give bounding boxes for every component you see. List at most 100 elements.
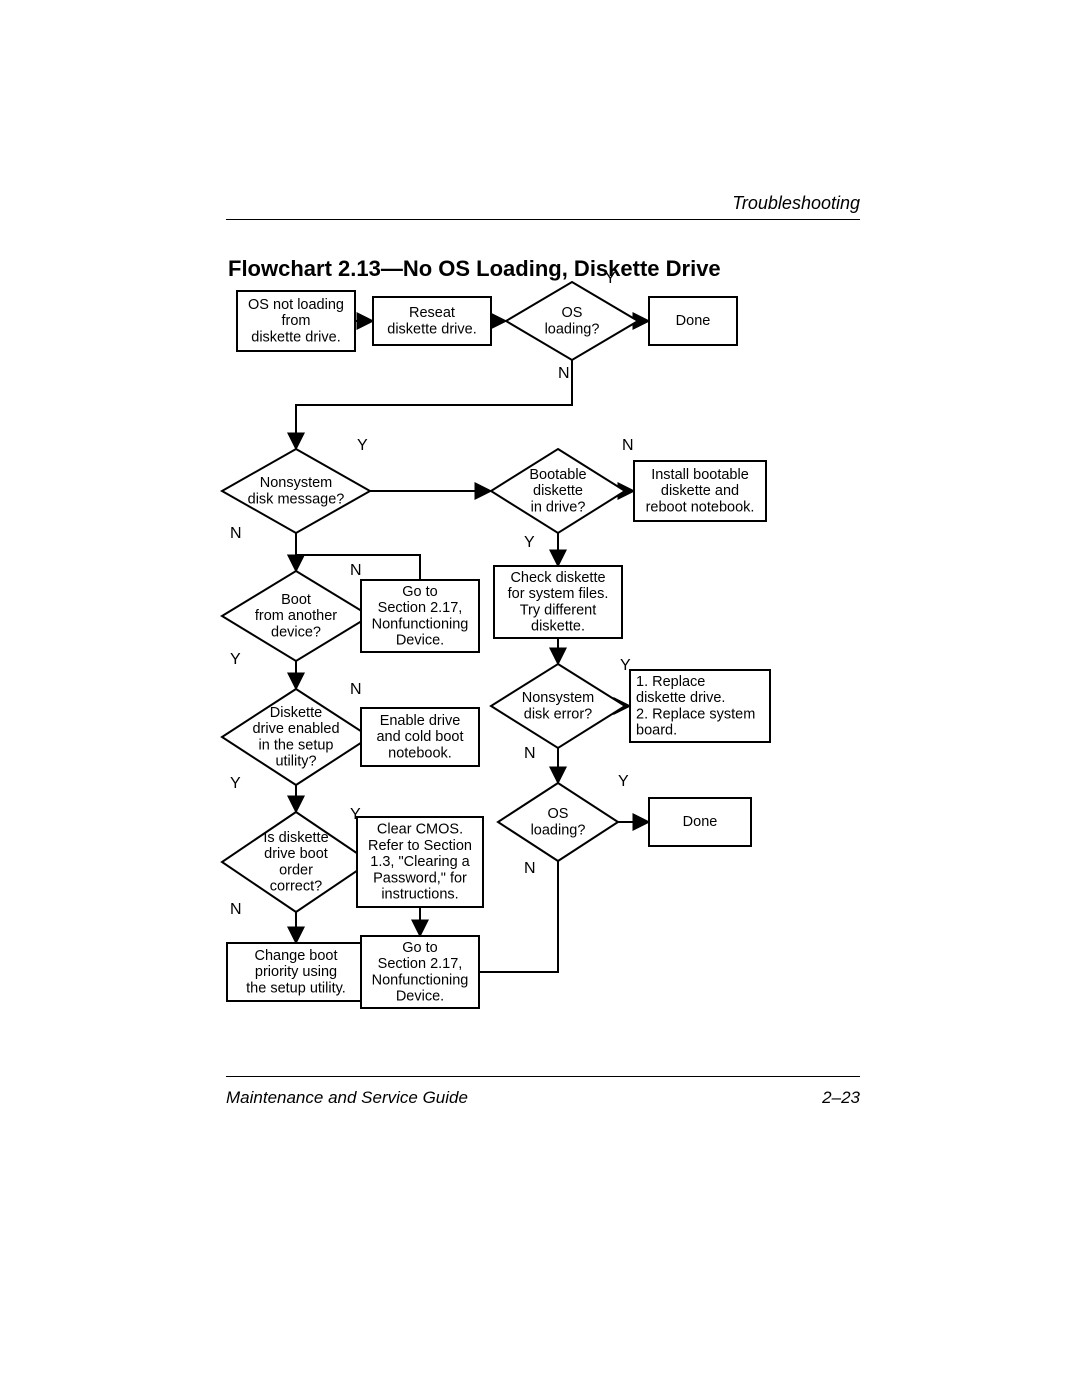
svg-text:in the setup: in the setup (259, 737, 334, 753)
svg-text:OS: OS (548, 806, 569, 822)
svg-text:Check diskette: Check diskette (510, 570, 605, 586)
svg-text:Reseat: Reseat (409, 305, 455, 321)
svg-text:order: order (279, 862, 313, 878)
svg-text:and cold boot: and cold boot (376, 729, 463, 745)
svg-text:diskette drive.: diskette drive. (251, 329, 340, 345)
svg-text:Enable drive: Enable drive (380, 713, 461, 729)
svg-text:Done: Done (683, 814, 718, 830)
svg-text:instructions.: instructions. (381, 887, 458, 903)
svg-text:diskette.: diskette. (531, 619, 585, 635)
node-d_boot: Bootablediskettein drive? (491, 449, 625, 533)
svg-text:Nonsystem: Nonsystem (260, 475, 333, 491)
svg-text:Nonsystem: Nonsystem (522, 690, 595, 706)
svg-text:Go to: Go to (402, 584, 437, 600)
edge-label: Y (230, 775, 241, 792)
node-reseat: Reseatdiskette drive. (373, 297, 491, 345)
svg-text:priority using: priority using (255, 964, 337, 980)
svg-text:1.3, "Clearing a: 1.3, "Clearing a (370, 854, 470, 870)
svg-text:disk message?: disk message? (248, 491, 345, 507)
svg-text:Nonfunctioning: Nonfunctioning (372, 616, 469, 632)
svg-text:Password," for: Password," for (373, 870, 467, 886)
svg-text:Device.: Device. (396, 989, 444, 1005)
edge-label: N (230, 901, 242, 918)
svg-text:device?: device? (271, 624, 321, 640)
svg-text:Nonfunctioning: Nonfunctioning (372, 972, 469, 988)
svg-text:Clear CMOS.: Clear CMOS. (377, 822, 463, 838)
edge-d_os1 (296, 360, 572, 449)
svg-text:Change boot: Change boot (254, 948, 337, 964)
node-d_os1: OSloading? (506, 282, 638, 360)
edge-label: N (350, 562, 362, 579)
edge-label: Y (620, 657, 631, 674)
svg-text:Section 2.17,: Section 2.17, (378, 600, 463, 616)
page-footer-number: 2–23 (822, 1088, 860, 1108)
svg-text:Bootable: Bootable (529, 467, 586, 483)
svg-text:utility?: utility? (275, 754, 316, 770)
svg-text:loading?: loading? (531, 822, 586, 838)
svg-text:Refer to Section: Refer to Section (368, 838, 472, 854)
svg-text:Boot: Boot (281, 592, 311, 608)
edge-label: Y (350, 806, 361, 823)
svg-text:from: from (282, 313, 311, 329)
svg-text:1. Replace: 1. Replace (636, 674, 705, 690)
svg-text:board.: board. (636, 723, 677, 739)
svg-text:Device.: Device. (396, 633, 444, 649)
page-footer-guide: Maintenance and Service Guide (226, 1088, 468, 1108)
page: Troubleshooting Flowchart 2.13—No OS Loa… (0, 0, 1080, 1397)
node-enable: Enable driveand cold bootnotebook. (361, 708, 479, 766)
rule-bottom (226, 1076, 860, 1077)
svg-text:correct?: correct? (270, 879, 322, 895)
svg-text:OS: OS (562, 305, 583, 321)
node-install: Install bootablediskette andreboot noteb… (634, 461, 766, 521)
svg-text:from another: from another (255, 608, 337, 624)
node-done1: Done (649, 297, 737, 345)
svg-text:diskette drive.: diskette drive. (387, 321, 476, 337)
svg-text:diskette drive.: diskette drive. (636, 690, 725, 706)
svg-text:reboot notebook.: reboot notebook. (646, 499, 755, 515)
node-d_nserr: Nonsystemdisk error? (491, 664, 625, 748)
edge-label: N (350, 681, 362, 698)
svg-text:2. Replace system: 2. Replace system (636, 706, 755, 722)
node-d_os2: OSloading? (498, 783, 618, 861)
svg-text:Is diskette: Is diskette (263, 830, 328, 846)
svg-text:Install bootable: Install bootable (651, 467, 749, 483)
svg-text:for system files.: for system files. (508, 586, 609, 602)
svg-text:OS not loading: OS not loading (248, 297, 344, 313)
node-done2: Done (649, 798, 751, 846)
edge-label: N (558, 365, 570, 382)
svg-text:notebook.: notebook. (388, 745, 452, 761)
edge-label: N (524, 745, 536, 762)
node-check: Check diskettefor system files.Try diffe… (494, 566, 622, 638)
svg-text:drive boot: drive boot (264, 846, 328, 862)
svg-text:diskette: diskette (533, 483, 583, 499)
edge-label: Y (230, 651, 241, 668)
svg-text:diskette and: diskette and (661, 483, 739, 499)
svg-text:in drive?: in drive? (531, 499, 586, 515)
edge-label: Y (357, 437, 368, 454)
edge-label: N (622, 437, 634, 454)
edge-label: Y (605, 270, 616, 287)
node-d_bdev: Bootfrom anotherdevice? (222, 571, 370, 661)
svg-text:Done: Done (676, 313, 711, 329)
svg-text:Section 2.17,: Section 2.17, (378, 956, 463, 972)
node-start: OS not loadingfromdiskette drive. (237, 291, 355, 351)
svg-text:Try different: Try different (520, 602, 597, 618)
flowchart-svg: OS not loadingfromdiskette drive.Reseatd… (0, 0, 1080, 1397)
edge-label: Y (618, 773, 629, 790)
node-change: Change bootpriority usingthe setup utili… (227, 943, 365, 1001)
svg-text:drive enabled: drive enabled (252, 721, 339, 737)
svg-text:Go to: Go to (402, 940, 437, 956)
svg-text:the setup utility.: the setup utility. (246, 980, 346, 996)
svg-text:disk error?: disk error? (524, 706, 593, 722)
node-cmos: Clear CMOS.Refer to Section1.3, "Clearin… (357, 817, 483, 907)
edge-label: N (230, 525, 242, 542)
node-d_nsmsg: Nonsystemdisk message? (222, 449, 370, 533)
svg-text:loading?: loading? (545, 321, 600, 337)
node-goto1: Go toSection 2.17,NonfunctioningDevice. (361, 580, 479, 652)
svg-text:Diskette: Diskette (270, 705, 322, 721)
node-replace: 1. Replace diskette drive.2. Replace sys… (630, 670, 770, 742)
node-goto2: Go toSection 2.17,NonfunctioningDevice. (361, 936, 479, 1008)
node-d_order: Is diskettedrive bootordercorrect? (222, 812, 370, 912)
edge-label: Y (524, 534, 535, 551)
node-d_enab: Diskettedrive enabledin the setuputility… (222, 689, 370, 785)
